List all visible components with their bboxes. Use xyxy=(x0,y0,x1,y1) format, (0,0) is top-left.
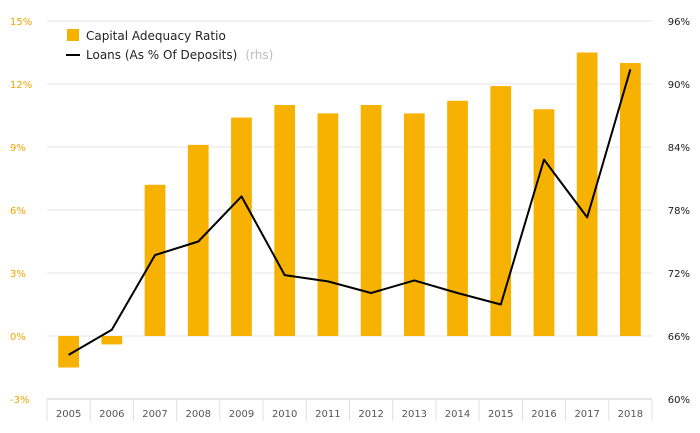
bar-series xyxy=(58,52,641,368)
left-tick-label: 6% xyxy=(10,206,26,217)
right-tick-label: 66% xyxy=(668,332,690,343)
right-tick-label: 90% xyxy=(668,80,690,91)
left-tick-label: -3% xyxy=(10,395,29,406)
loans-line xyxy=(68,69,632,356)
bar xyxy=(231,117,252,336)
x-tick-label: 2016 xyxy=(531,409,556,420)
bar xyxy=(360,105,382,336)
right-tick-label: 96% xyxy=(668,17,690,28)
x-tick-label: 2005 xyxy=(56,409,81,420)
x-tick-label: 2007 xyxy=(142,409,167,420)
bar xyxy=(620,63,641,336)
gridlines xyxy=(47,20,652,400)
right-tick-label: 78% xyxy=(668,206,690,217)
x-tick-label: 2012 xyxy=(358,409,383,420)
x-tick-label: 2006 xyxy=(99,409,124,420)
line-series xyxy=(68,69,632,356)
legend-bar-swatch xyxy=(67,29,79,41)
legend-line-text: Loans (As % Of Deposits) (rhs) xyxy=(86,46,273,63)
legend-line-suffix: (rhs) xyxy=(245,48,273,62)
x-tick-label: 2014 xyxy=(445,409,470,420)
left-tick-label: 12% xyxy=(10,80,32,91)
bar xyxy=(576,52,598,336)
legend-line-label: Loans (As % Of Deposits) xyxy=(86,48,237,62)
x-axis: 2005 2006 2007 2008 2009 2010 2011 2012 2013 2014… xyxy=(46,398,653,421)
bar xyxy=(144,184,166,336)
bar xyxy=(317,113,339,337)
bar xyxy=(490,86,512,336)
bar xyxy=(533,109,555,336)
bar xyxy=(58,336,79,368)
left-tick-label: 3% xyxy=(10,269,26,280)
left-tick-label: 9% xyxy=(10,143,26,154)
right-tick-label: 60% xyxy=(668,395,690,406)
x-tick-label: 2018 xyxy=(618,409,643,420)
x-tick-label: 2008 xyxy=(186,409,211,420)
legend-bar-label: Capital Adequacy Ratio xyxy=(86,29,226,43)
left-tick-label: 0% xyxy=(10,332,26,343)
x-tick-label: 2009 xyxy=(229,409,254,420)
right-tick-label: 84% xyxy=(668,143,690,154)
x-tick-label: 2017 xyxy=(574,409,599,420)
x-tick-label: 2011 xyxy=(315,409,340,420)
x-tick-label: 2010 xyxy=(272,409,297,420)
x-tick-label: 2013 xyxy=(402,409,427,420)
x-tick-label: 2015 xyxy=(488,409,513,420)
bar xyxy=(447,100,468,336)
bar xyxy=(274,105,296,336)
left-tick-label: 15% xyxy=(10,17,32,28)
legend: Capital Adequacy Ratio Loans (As % Of De… xyxy=(66,29,273,63)
right-tick-label: 72% xyxy=(668,269,690,280)
left-axis: -3% 0% 3% 6% 9% 12% 15% xyxy=(10,17,32,406)
bar xyxy=(403,113,425,337)
bar xyxy=(101,336,123,345)
right-axis: 60% 66% 72% 78% 84% 90% 96% xyxy=(668,17,690,406)
